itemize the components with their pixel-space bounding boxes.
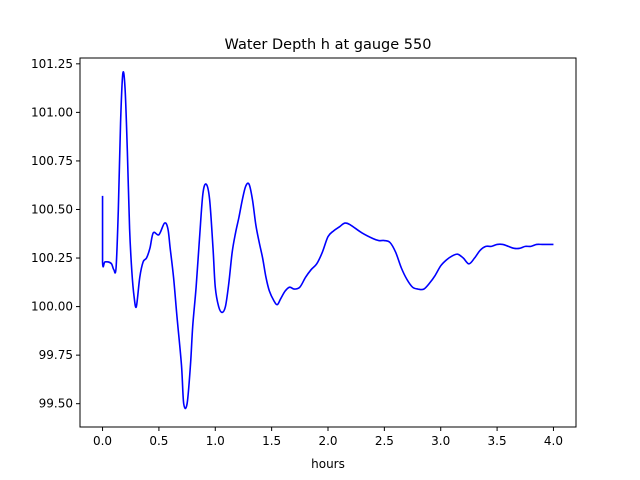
x-tick-label: 0.5 [149,434,168,448]
x-tick-label: 0.0 [93,434,112,448]
plot-layer [101,71,554,410]
y-tick-label: 99.75 [39,348,73,362]
x-tick-label: 2.5 [375,434,394,448]
y-tick-label: 100.00 [31,300,73,314]
y-tick-label: 101.25 [31,57,73,71]
chart-title: Water Depth h at gauge 550 [225,37,432,53]
x-tick-label: 1.0 [206,434,225,448]
y-tick-label: 101.00 [31,105,73,119]
y-tick-label: 100.25 [31,251,73,265]
x-tick-label: 4.0 [544,434,563,448]
x-axis-ticks: 0.0 0.5 1.0 1.5 2.0 2.5 3.0 3.5 4.0 [93,427,563,448]
y-axis-ticks: 99.50 99.75 100.00 100.25 100.50 100.75 101.00… [31,57,80,411]
y-tick-label: 99.50 [39,397,73,411]
x-tick-label: 1.5 [262,434,281,448]
y-tick-label: 100.75 [31,154,73,168]
x-tick-label: 3.5 [488,434,507,448]
x-tick-label: 2.0 [318,434,337,448]
x-axis-label: hours [311,457,345,471]
series-line [101,71,554,410]
y-tick-label: 100.50 [31,202,73,216]
x-tick-label: 3.0 [431,434,450,448]
